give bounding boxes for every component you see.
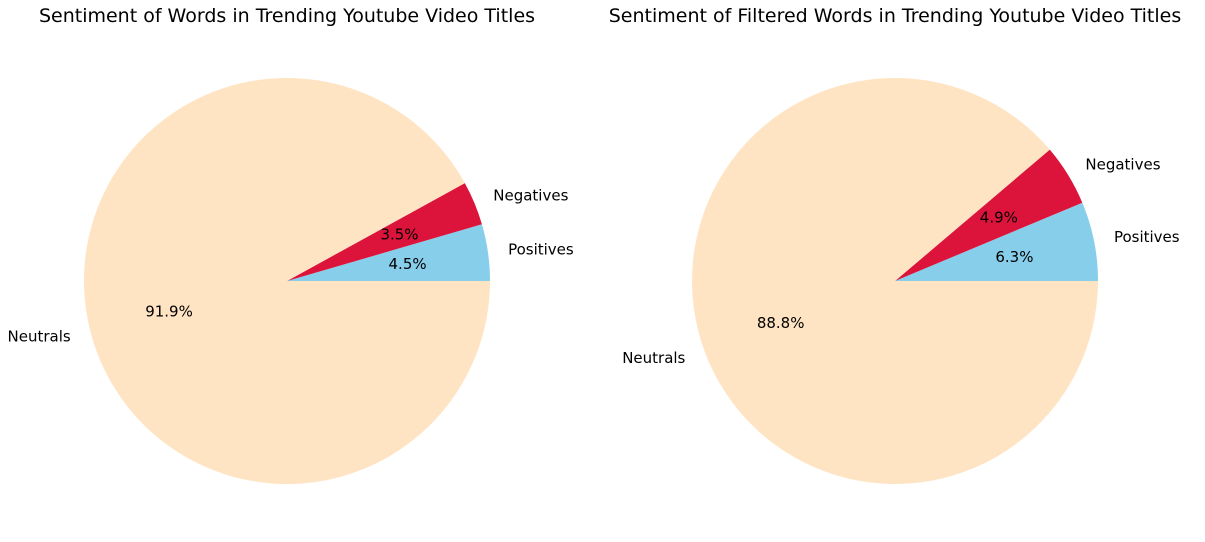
chart-title: Sentiment of Filtered Words in Trending … [609, 5, 1182, 27]
pie-slices [84, 77, 491, 484]
pie-slice-negatives [287, 183, 482, 281]
pie-labels: Positives 6.3% Negatives 4.9% Neutrals 88.8% [622, 155, 1180, 367]
slice-pct-neutrals: 91.9% [145, 302, 193, 320]
slice-label-neutrals: Neutrals [622, 349, 685, 367]
slice-pct-negatives: 3.5% [380, 225, 418, 243]
pie-labels: Positives 4.5% Negatives 3.5% Neutrals 91.9% [8, 186, 574, 345]
pie-slice-neutrals [84, 77, 491, 484]
chart-title: Sentiment of Words in Trending Youtube V… [39, 5, 535, 27]
slice-label-negatives: Negatives [493, 186, 568, 204]
slice-pct-negatives: 4.9% [980, 208, 1018, 226]
pie-slice-neutrals [691, 77, 1098, 484]
slice-label-neutrals: Neutrals [8, 328, 71, 346]
pie-chart-filtered-words: Sentiment of Filtered Words in Trending … [609, 5, 1182, 484]
pie-slice-negatives [895, 149, 1083, 281]
slice-label-positives: Positives [1114, 228, 1180, 246]
slice-label-positives: Positives [508, 241, 574, 259]
slice-pct-positives: 4.5% [389, 255, 427, 273]
pie-chart-all-words: Sentiment of Words in Trending Youtube V… [8, 5, 574, 484]
pie-slice-positives [287, 224, 490, 281]
slice-pct-neutrals: 88.8% [757, 314, 805, 332]
pie-slices [691, 77, 1098, 484]
slice-pct-positives: 6.3% [995, 248, 1033, 266]
pie-slice-positives [895, 202, 1098, 281]
slice-label-negatives: Negatives [1085, 155, 1160, 173]
